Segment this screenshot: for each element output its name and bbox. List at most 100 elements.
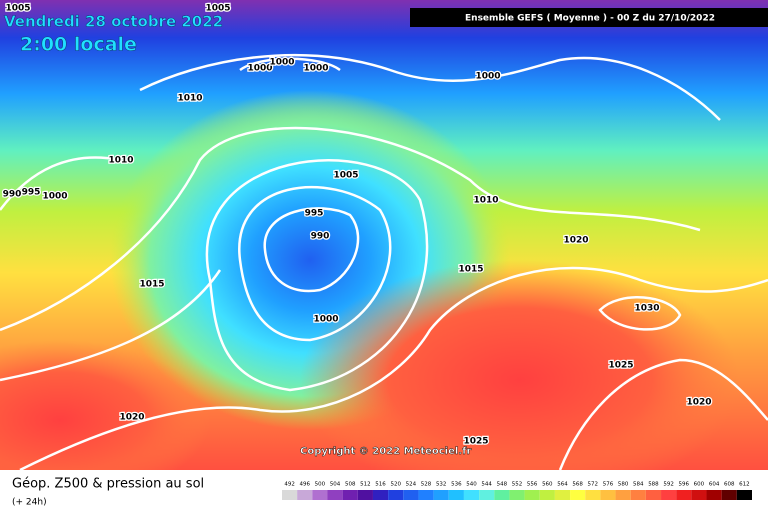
isobar-label: 1020 — [119, 413, 144, 423]
scale-swatch — [539, 490, 555, 500]
scale-swatch — [676, 490, 692, 500]
scale-label: 536 — [451, 482, 462, 488]
isobar-label: 995 — [22, 188, 41, 198]
scale-label: 552 — [512, 482, 523, 488]
scale-label: 580 — [618, 482, 629, 488]
scale-label: 512 — [360, 482, 371, 488]
isobar-label: 990 — [311, 232, 330, 242]
legend-subtitle: (+ 24h) — [12, 498, 47, 508]
scale-label: 584 — [633, 482, 644, 488]
legend-title: Géop. Z500 & pression au sol — [12, 477, 204, 492]
scale-label: 540 — [466, 482, 477, 488]
scale-label: 544 — [481, 482, 492, 488]
scale-swatch — [585, 490, 601, 500]
isobar-label: 990 — [3, 190, 22, 200]
isobar-label: 1020 — [686, 398, 711, 408]
scale-swatch — [554, 490, 571, 500]
isobar-label: 1000 — [475, 72, 500, 82]
warm-area — [300, 260, 740, 500]
scale-label: 608 — [724, 482, 735, 488]
isobar-label: 1025 — [608, 361, 633, 371]
isobar-label: 1005 — [5, 4, 30, 14]
scale-swatch — [479, 490, 495, 500]
scale-swatch — [706, 490, 722, 500]
scale-label: 504 — [330, 482, 341, 488]
scale-label: 568 — [572, 482, 583, 488]
map-local-time: 2:00 locale — [20, 34, 137, 56]
scale-swatch — [342, 490, 358, 500]
scale-label: 612 — [739, 482, 750, 488]
scale-label: 532 — [436, 482, 447, 488]
isobar-label: 1000 — [42, 192, 67, 202]
scale-swatch — [494, 490, 510, 500]
isobar-label: 1000 — [313, 315, 338, 325]
scale-label: 604 — [709, 482, 720, 488]
scale-label: 520 — [390, 482, 401, 488]
scale-swatch — [372, 490, 389, 500]
scale-swatch — [645, 490, 662, 500]
copyright: Copyright © 2022 Meteociel.fr — [300, 446, 471, 457]
isobar-label: 1010 — [473, 196, 498, 206]
warm-area — [0, 340, 210, 500]
scale-swatch — [448, 490, 464, 500]
isobar-label: 1010 — [108, 156, 133, 166]
scale-swatch — [433, 490, 449, 500]
scale-label: 560 — [542, 482, 553, 488]
scale-label: 492 — [284, 482, 295, 488]
scale-label: 600 — [694, 482, 705, 488]
scale-label: 556 — [527, 482, 538, 488]
scale-swatch — [297, 490, 313, 500]
scale-swatch — [282, 490, 298, 500]
scale-swatch — [615, 490, 631, 500]
scale-swatch — [736, 490, 752, 500]
scale-swatch — [600, 490, 616, 500]
isobar-label: 1005 — [205, 4, 230, 14]
scale-swatch — [463, 490, 480, 500]
scale-swatch — [327, 490, 343, 500]
scale-label: 592 — [663, 482, 674, 488]
scale-swatch — [721, 490, 737, 500]
isobar-label: 1015 — [458, 265, 483, 275]
scale-swatch — [691, 490, 707, 500]
isobar-label: 1015 — [139, 280, 164, 290]
scale-swatch — [630, 490, 646, 500]
scale-label: 524 — [406, 482, 417, 488]
scale-swatch — [661, 490, 677, 500]
scale-label: 564 — [557, 482, 568, 488]
scale-swatch — [524, 490, 540, 500]
scale-label: 588 — [648, 482, 659, 488]
color-scale: 492 496 500 504 508 512 516 520 524 528 532 536 540 5… — [282, 482, 752, 500]
model-banner — [410, 8, 768, 27]
scale-label: 500 — [315, 482, 326, 488]
scale-label: 572 — [588, 482, 599, 488]
scale-label: 576 — [603, 482, 614, 488]
scale-label: 596 — [679, 482, 690, 488]
isobar-label: 995 — [305, 209, 324, 219]
isobar-label: 1000 — [269, 58, 294, 68]
scale-swatch — [509, 490, 525, 500]
scale-swatch — [403, 490, 419, 500]
scale-label: 496 — [299, 482, 310, 488]
scale-label: 528 — [421, 482, 432, 488]
map-date: Vendredi 28 octobre 2022 — [4, 13, 223, 31]
scale-label: 508 — [345, 482, 356, 488]
scale-swatch — [570, 490, 586, 500]
isobar-label: 1030 — [634, 304, 659, 314]
scale-swatch — [388, 490, 404, 500]
scale-label: 548 — [497, 482, 508, 488]
scale-swatch — [312, 490, 328, 500]
scale-swatch — [357, 490, 373, 500]
isobar-label: 1000 — [247, 64, 272, 74]
isobar-label: 1005 — [333, 171, 358, 181]
isobar-label: 1000 — [303, 64, 328, 74]
model-info: Ensemble GEFS ( Moyenne ) - 00 Z du 27/1… — [465, 14, 715, 24]
isobar-label: 1010 — [177, 94, 202, 104]
isobar-label: 1025 — [463, 437, 488, 447]
scale-swatch — [418, 490, 434, 500]
isobar-label: 1020 — [563, 236, 588, 246]
isobars — [0, 53, 768, 472]
scale-label: 516 — [375, 482, 386, 488]
